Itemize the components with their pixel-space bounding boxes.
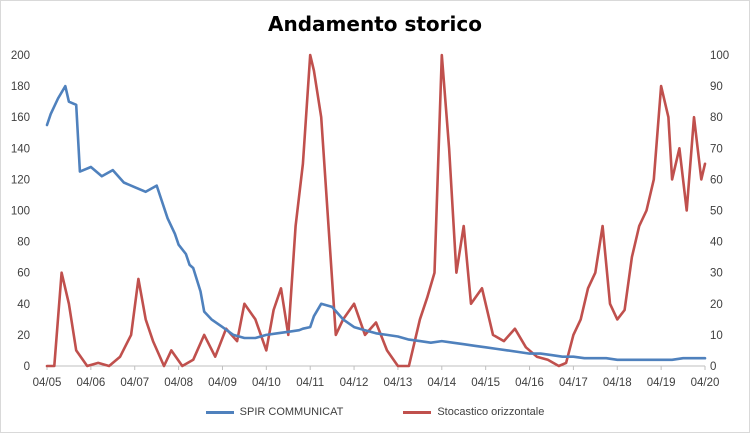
y-left-tick-label: 0	[24, 361, 30, 373]
x-tick-label: 04/07	[120, 377, 149, 389]
y-left-tick-label: 160	[11, 112, 30, 124]
y-left-tick-label: 100	[11, 206, 30, 218]
y-right-tick-label: 100	[710, 50, 729, 62]
x-tick-label: 04/20	[691, 377, 720, 389]
x-tick-label: 04/18	[603, 377, 632, 389]
x-tick-label: 04/13	[384, 377, 413, 389]
chart-legend: SPIR COMMUNICAT Stocastico orizzontale	[0, 403, 750, 421]
legend-label-spir: SPIR COMMUNICAT	[239, 406, 344, 418]
y-left-tick-label: 60	[17, 268, 30, 280]
y-left-tick-label: 200	[11, 50, 30, 62]
y-left-tick-label: 180	[11, 81, 30, 93]
series-line-spir-communicat	[45, 84, 707, 362]
x-tick-label: 04/14	[427, 377, 456, 389]
y-right-tick-label: 50	[710, 206, 723, 218]
y-right-tick-label: 0	[710, 361, 716, 373]
chart-tick-labels: 04/05 04/06 04/07 04/08 04/09 04/10 04/11 04/12…	[11, 50, 729, 389]
y-right-tick-label: 10	[710, 330, 723, 342]
chart-series-lines	[45, 53, 707, 368]
x-tick-label: 04/05	[33, 377, 62, 389]
x-tick-label: 04/16	[515, 377, 544, 389]
y-right-tick-label: 20	[710, 299, 723, 311]
x-tick-label: 04/06	[76, 377, 105, 389]
legend-swatch-spir	[205, 410, 234, 414]
y-left-tick-label: 120	[11, 174, 30, 186]
y-left-tick-label: 140	[11, 143, 30, 155]
x-tick-label: 04/17	[559, 377, 588, 389]
x-tick-label: 04/09	[208, 377, 237, 389]
chart-title: Andamento storico	[268, 12, 482, 36]
series-line-stocastico-orizzontale	[45, 53, 707, 368]
chart-axes	[46, 365, 706, 370]
y-right-tick-label: 40	[710, 237, 723, 249]
y-right-tick-label: 30	[710, 268, 723, 280]
y-left-tick-label: 40	[17, 299, 30, 311]
x-tick-label: 04/08	[164, 377, 193, 389]
y-right-tick-label: 70	[710, 143, 723, 155]
y-right-tick-label: 80	[710, 112, 723, 124]
legend-item-stocastico: Stocastico orizzontale	[403, 403, 544, 421]
y-left-tick-label: 20	[17, 330, 30, 342]
y-right-tick-label: 60	[710, 174, 723, 186]
x-tick-label: 04/19	[647, 377, 676, 389]
legend-swatch-stocastico	[403, 410, 432, 414]
x-tick-label: 04/11	[296, 377, 324, 389]
x-tick-label: 04/10	[252, 377, 281, 389]
y-right-tick-label: 90	[710, 81, 723, 93]
x-tick-label: 04/12	[340, 377, 369, 389]
y-left-tick-label: 80	[17, 237, 30, 249]
x-tick-label: 04/15	[471, 377, 500, 389]
legend-label-stocastico: Stocastico orizzontale	[437, 406, 545, 418]
legend-item-spir: SPIR COMMUNICAT	[205, 403, 344, 421]
